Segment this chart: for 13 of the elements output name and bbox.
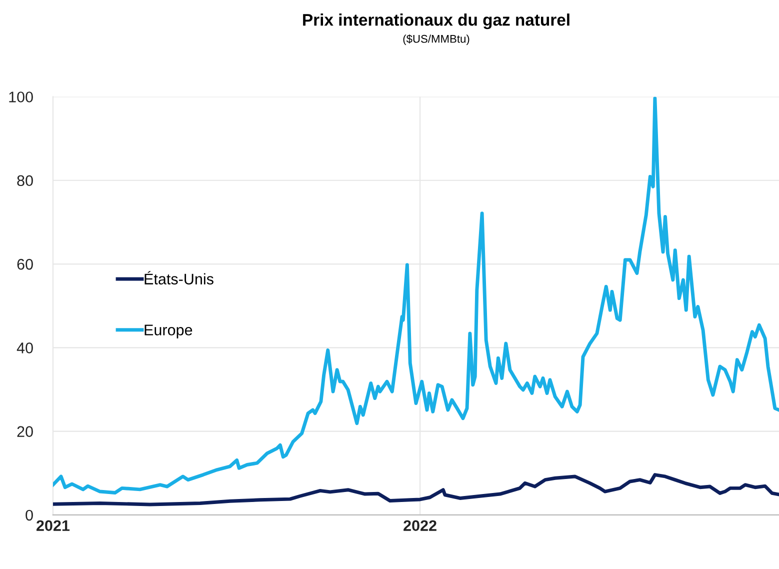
- y-tick-label: 20: [17, 426, 33, 437]
- line-series: [52, 473, 779, 506]
- y-tick-label: 60: [17, 258, 33, 270]
- chart-subtitle: ($US/MMBtu): [403, 34, 470, 45]
- y-tick-label: 80: [17, 175, 33, 186]
- x-tick-label: 2021: [36, 520, 70, 532]
- legend-label: Europe: [144, 324, 192, 338]
- chart-title: Prix internationaux du gaz naturel: [303, 14, 570, 30]
- y-tick-label: 40: [16, 342, 33, 354]
- legend-label: États-Unis: [144, 271, 214, 284]
- y-tick-label: 0: [26, 510, 33, 521]
- y-tick-label: 100: [9, 92, 33, 102]
- x-tick-label: 2022: [404, 520, 436, 532]
